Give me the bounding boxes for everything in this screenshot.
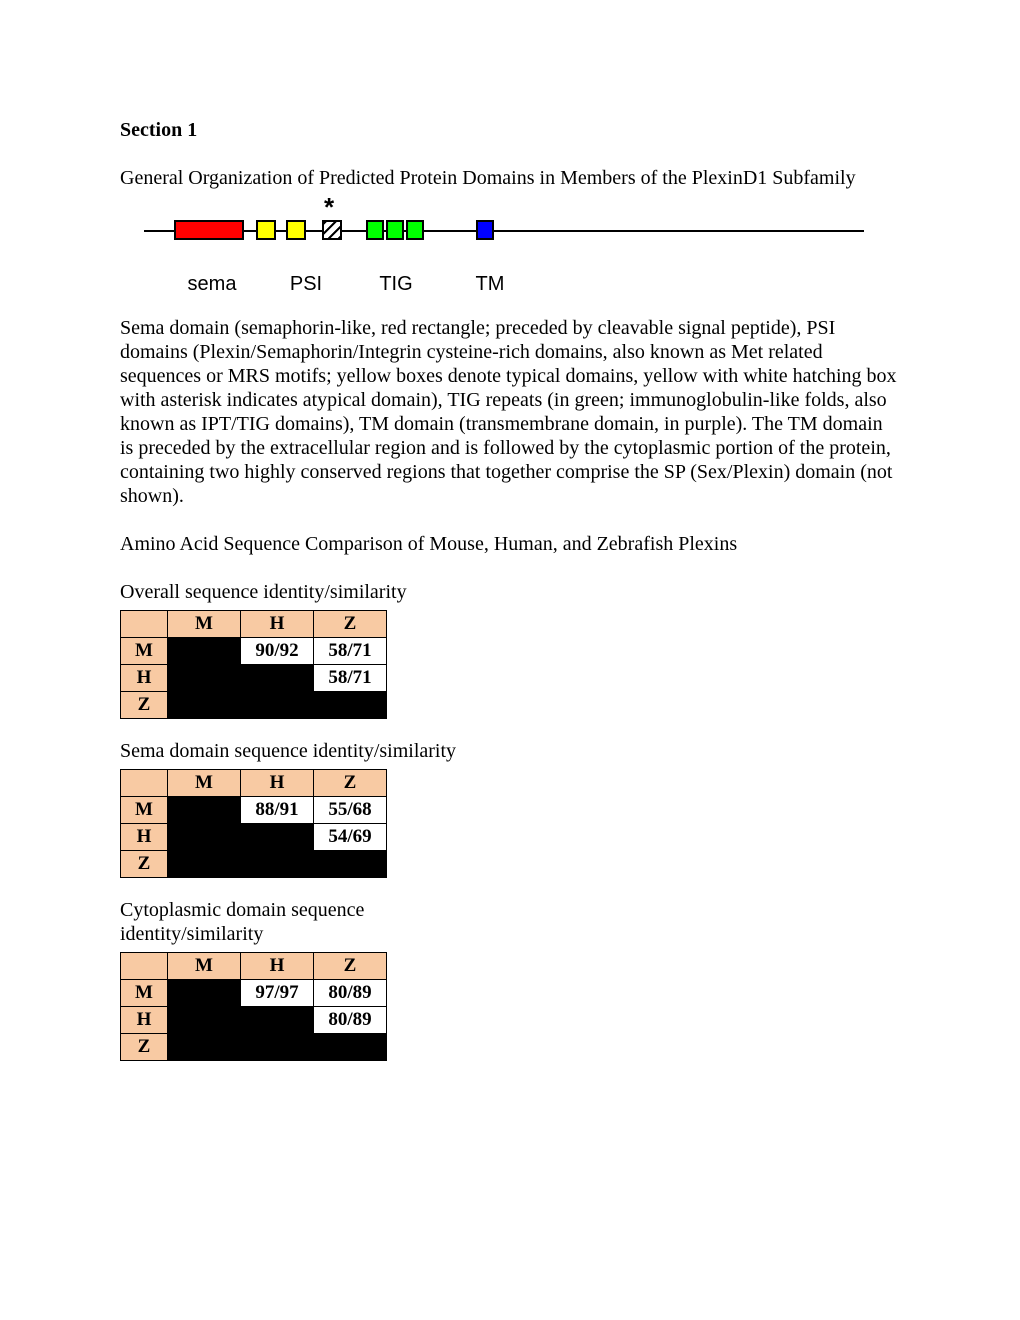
table-cell (168, 851, 241, 878)
domain-box (174, 220, 244, 240)
table-cell: 90/92 (241, 638, 314, 665)
table-cell (241, 692, 314, 719)
table-col-header: Z (314, 770, 387, 797)
domain-labels-row: sema PSI TIG TM (144, 272, 864, 296)
table-caption: Overall sequence identity/similarity (120, 580, 900, 604)
table-cell (241, 1007, 314, 1034)
table-row-header: H (121, 1007, 168, 1034)
domain-box (256, 220, 276, 240)
table-cell (168, 980, 241, 1007)
table-cell: 80/89 (314, 1007, 387, 1034)
table-cell: 54/69 (314, 824, 387, 851)
domain-box (366, 220, 384, 240)
table-cell (314, 692, 387, 719)
comparison-table: MHZM90/9258/71H58/71Z (120, 610, 387, 719)
table-row-header: M (121, 980, 168, 1007)
table-row-header: H (121, 665, 168, 692)
table-col-header: Z (314, 953, 387, 980)
table-row-header: M (121, 797, 168, 824)
table-row-header: M (121, 638, 168, 665)
tables-container: Overall sequence identity/similarityMHZM… (120, 580, 900, 1061)
figure-description: Sema domain (semaphorin-like, red rectan… (120, 316, 900, 508)
table-row-header: Z (121, 692, 168, 719)
table-cell (168, 638, 241, 665)
comparison-table: MHZM97/9780/89H80/89Z (120, 952, 387, 1061)
table-cell: 80/89 (314, 980, 387, 1007)
table-cell: 58/71 (314, 665, 387, 692)
domain-box (286, 220, 306, 240)
table-col-header: M (168, 770, 241, 797)
table-col-header: Z (314, 611, 387, 638)
table-col-header: H (241, 770, 314, 797)
section-heading: Section 1 (120, 118, 900, 142)
table-col-header: H (241, 953, 314, 980)
domain-box (476, 220, 494, 240)
table-col-header: M (168, 611, 241, 638)
table-caption: Cytoplasmic domain sequence identity/sim… (120, 898, 900, 946)
table-cell (168, 1007, 241, 1034)
domain-box (406, 220, 424, 240)
table-cell (168, 665, 241, 692)
atypical-domain-asterisk: * (324, 192, 334, 223)
table-cell (241, 824, 314, 851)
table-cell: 55/68 (314, 797, 387, 824)
table-corner-cell (121, 770, 168, 797)
table-row-header: H (121, 824, 168, 851)
table-cell: 58/71 (314, 638, 387, 665)
domain-box (322, 220, 342, 240)
table-cell: 97/97 (241, 980, 314, 1007)
comparison-heading: Amino Acid Sequence Comparison of Mouse,… (120, 532, 900, 556)
comparison-table: MHZM88/9155/68H54/69Z (120, 769, 387, 878)
table-cell (241, 1034, 314, 1061)
table-cell (314, 851, 387, 878)
domain-diagram: * (144, 214, 864, 266)
domain-label: TIG (376, 272, 416, 296)
table-corner-cell (121, 611, 168, 638)
table-cell (168, 1034, 241, 1061)
domain-label: sema (182, 272, 242, 296)
table-cell (168, 824, 241, 851)
table-col-header: H (241, 611, 314, 638)
table-row-header: Z (121, 1034, 168, 1061)
table-cell (241, 851, 314, 878)
page: Section 1 General Organization of Predic… (0, 0, 1020, 1320)
table-cell (241, 665, 314, 692)
table-cell (314, 1034, 387, 1061)
table-cell (168, 692, 241, 719)
table-cell (168, 797, 241, 824)
table-caption: Sema domain sequence identity/similarity (120, 739, 900, 763)
table-corner-cell (121, 953, 168, 980)
domain-box (386, 220, 404, 240)
table-cell: 88/91 (241, 797, 314, 824)
figure-title: General Organization of Predicted Protei… (120, 166, 900, 190)
table-row-header: Z (121, 851, 168, 878)
table-col-header: M (168, 953, 241, 980)
domain-label: TM (470, 272, 510, 296)
protein-backbone-line (144, 230, 864, 232)
domain-label: PSI (286, 272, 326, 296)
